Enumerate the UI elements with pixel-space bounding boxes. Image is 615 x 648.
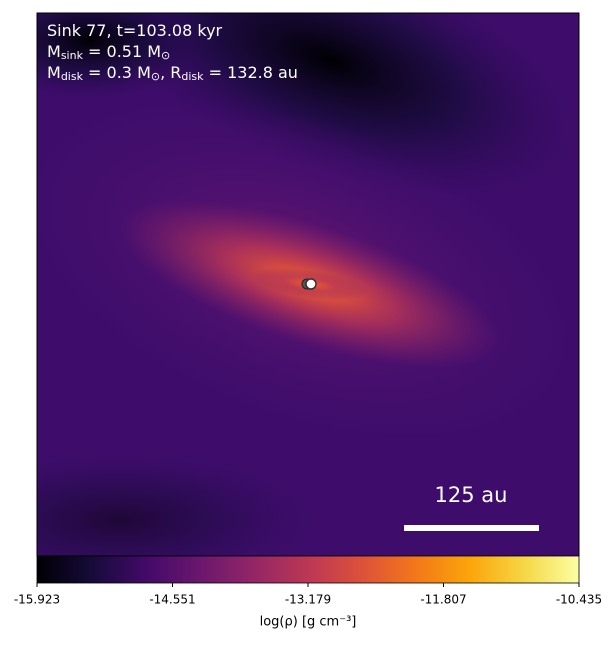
colorbar-tick-label: -15.923 bbox=[14, 593, 60, 607]
annotation-text: = 0.3 M bbox=[83, 63, 151, 82]
colorbar-tick-label: -14.551 bbox=[149, 593, 195, 607]
annotation-text: ⊙ bbox=[151, 70, 160, 83]
colorbar bbox=[36, 555, 580, 584]
annotation-text: disk bbox=[61, 70, 84, 83]
colorbar-tick-label: -11.807 bbox=[420, 593, 466, 607]
annotation-text: = 132.8 au bbox=[204, 63, 298, 82]
annotation-text: sink bbox=[61, 49, 84, 62]
colorbar-tick-label: -13.179 bbox=[285, 593, 331, 607]
scale-bar-label: 125 au bbox=[435, 483, 508, 507]
annotation-text: M bbox=[47, 42, 61, 61]
annotation-text: = 0.51 M bbox=[83, 42, 161, 61]
annotation-text: M bbox=[47, 63, 61, 82]
density-map bbox=[37, 13, 579, 556]
annotation-text: disk bbox=[181, 70, 204, 83]
colorbar-label: log(ρ) [g cm⁻³] bbox=[260, 615, 357, 630]
annotation-text: ⊙ bbox=[161, 49, 170, 62]
annotations: Sink 77, t=103.08 kyr Msink = 0.51 M⊙ Mdis… bbox=[47, 21, 298, 84]
annotation-text: , R bbox=[160, 63, 181, 82]
annotation-text: Sink 77, t=103.08 kyr bbox=[47, 21, 223, 40]
colorbar-tick-label: -10.435 bbox=[556, 593, 602, 607]
